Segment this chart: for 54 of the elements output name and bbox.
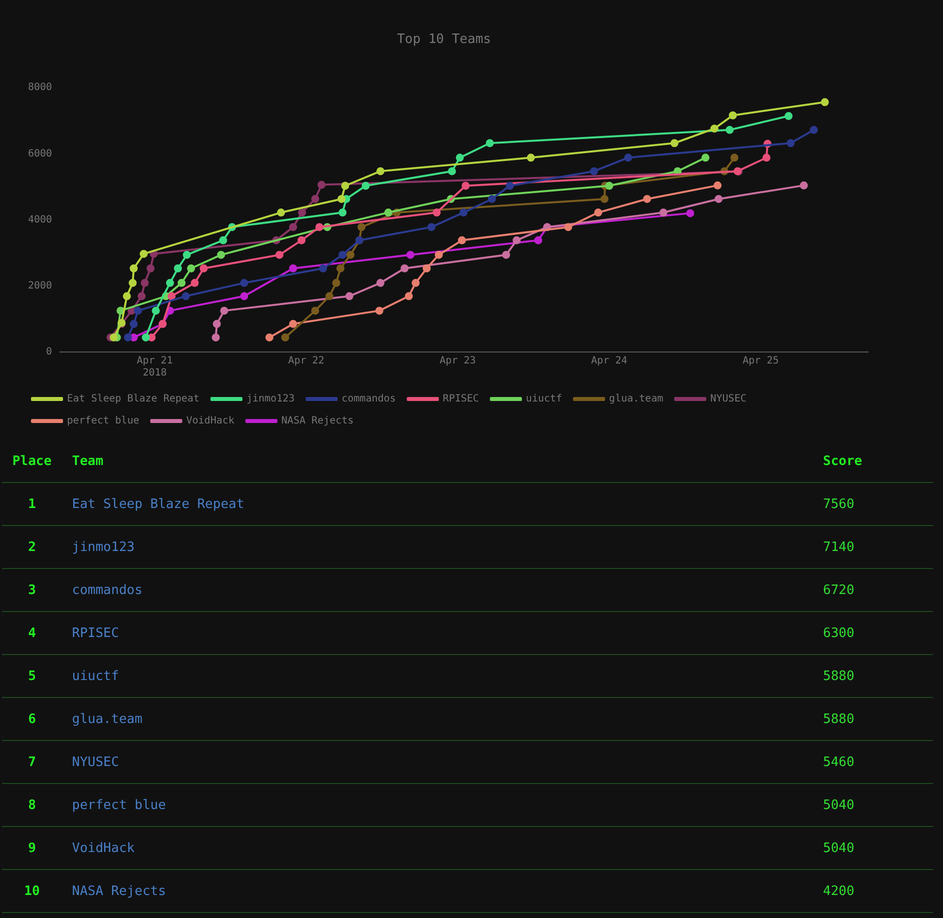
legend-label: commandos bbox=[342, 394, 396, 405]
text: 3 bbox=[2, 568, 62, 612]
text: NYUSEC bbox=[72, 754, 119, 770]
legend-label: perfect blue bbox=[67, 416, 140, 427]
x-tick-label: Apr 21 2018 bbox=[136, 356, 173, 379]
legend-label: NASA Rejects bbox=[281, 416, 354, 427]
text: 5040 bbox=[813, 784, 933, 826]
text: Place bbox=[2, 440, 62, 482]
text: 1 bbox=[2, 482, 62, 526]
text: 9 bbox=[2, 826, 62, 870]
text: 7 bbox=[2, 740, 62, 784]
text: 4200 bbox=[813, 870, 933, 912]
legend-label: RPISEC bbox=[442, 394, 479, 405]
text: glua.team bbox=[72, 712, 142, 726]
text: 7560 bbox=[813, 482, 933, 526]
legend-label: jinmo123 bbox=[246, 394, 295, 405]
text: 6300 bbox=[813, 612, 933, 654]
text: perfect blue bbox=[72, 798, 166, 812]
text: RPISEC bbox=[72, 626, 119, 640]
legend-label: VoidHack bbox=[186, 416, 234, 427]
text: jinmo123 bbox=[72, 540, 135, 554]
text: NASA Rejects bbox=[72, 884, 166, 898]
x-tick-label: Apr 22 bbox=[288, 356, 324, 367]
text: 6720 bbox=[813, 568, 933, 612]
x-tick-label: Apr 24 bbox=[591, 356, 628, 367]
text: uiuctf bbox=[72, 668, 119, 684]
y-tick-label: 6000 bbox=[28, 148, 52, 160]
text: Score bbox=[813, 440, 933, 482]
text: 4 bbox=[2, 612, 62, 654]
text: VoidHack bbox=[72, 840, 135, 856]
text: 5880 bbox=[813, 698, 933, 740]
text: 2 bbox=[2, 526, 62, 568]
chart-title: Top 10 Teams bbox=[397, 32, 491, 48]
y-tick-label: 4000 bbox=[28, 214, 52, 226]
x-tick-label: Apr 23 bbox=[440, 356, 476, 367]
text: 5460 bbox=[813, 740, 933, 784]
legend-label: NYUSEC bbox=[710, 394, 746, 405]
text: 5 bbox=[2, 654, 62, 698]
y-tick-label: 8000 bbox=[28, 82, 52, 94]
text: 7140 bbox=[813, 526, 933, 568]
text: commandos bbox=[72, 582, 142, 598]
legend-label: Eat Sleep Blaze Repeat bbox=[67, 394, 200, 405]
y-tick-label: 2000 bbox=[28, 280, 52, 292]
legend-label: uiuctf bbox=[526, 394, 562, 405]
text: 10 bbox=[2, 870, 62, 912]
text: 5880 bbox=[813, 654, 933, 698]
text: Team bbox=[62, 440, 813, 482]
x-tick-label: Apr 25 bbox=[742, 356, 779, 367]
text: 6 bbox=[2, 698, 62, 740]
text: Eat Sleep Blaze Repeat bbox=[72, 496, 244, 512]
y-tick-label: 0 bbox=[46, 346, 52, 358]
text: 5040 bbox=[813, 826, 933, 870]
legend-label: glua.team bbox=[609, 394, 664, 405]
text: 8 bbox=[2, 784, 62, 826]
